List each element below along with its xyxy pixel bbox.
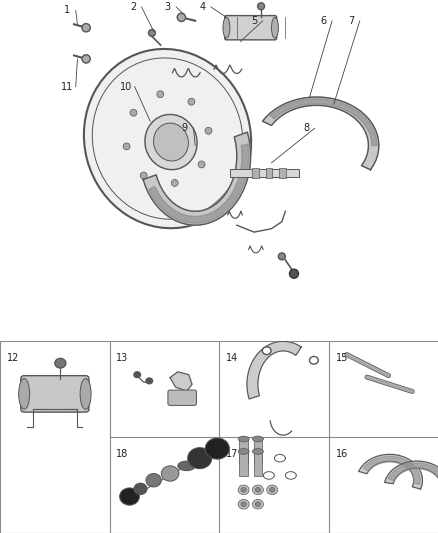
FancyBboxPatch shape: [224, 15, 276, 40]
Text: 10: 10: [120, 82, 132, 92]
Text: 12: 12: [7, 353, 19, 362]
Circle shape: [309, 357, 318, 364]
Circle shape: [278, 253, 285, 260]
Text: 17: 17: [226, 449, 238, 458]
Bar: [230, 169, 299, 177]
Circle shape: [252, 485, 263, 495]
Ellipse shape: [134, 483, 147, 495]
Text: 4: 4: [199, 2, 205, 12]
Circle shape: [254, 487, 260, 492]
Text: 1: 1: [64, 5, 70, 15]
Text: 5: 5: [251, 16, 257, 26]
Ellipse shape: [237, 449, 249, 454]
Ellipse shape: [271, 17, 278, 38]
Ellipse shape: [145, 473, 161, 487]
Circle shape: [134, 372, 140, 377]
Circle shape: [240, 502, 246, 506]
Circle shape: [289, 269, 298, 278]
Bar: [253, 437, 262, 464]
Ellipse shape: [153, 123, 188, 161]
Circle shape: [130, 109, 137, 116]
Text: 13: 13: [116, 353, 128, 362]
Circle shape: [240, 487, 246, 492]
Ellipse shape: [252, 449, 263, 454]
Polygon shape: [143, 132, 250, 225]
Polygon shape: [358, 455, 421, 489]
FancyBboxPatch shape: [167, 390, 196, 406]
Circle shape: [123, 143, 130, 150]
Ellipse shape: [252, 436, 263, 442]
Circle shape: [198, 161, 205, 168]
Ellipse shape: [161, 466, 179, 481]
Polygon shape: [262, 97, 378, 169]
Circle shape: [82, 23, 90, 32]
Circle shape: [187, 98, 194, 105]
Bar: [239, 449, 247, 477]
Text: 15: 15: [335, 353, 347, 362]
Circle shape: [257, 3, 264, 10]
Circle shape: [237, 499, 249, 509]
Text: 2: 2: [130, 2, 136, 12]
Polygon shape: [170, 372, 192, 391]
Text: 7: 7: [347, 16, 353, 26]
Circle shape: [237, 485, 249, 495]
Polygon shape: [269, 99, 376, 146]
Circle shape: [177, 13, 185, 21]
Circle shape: [156, 91, 163, 98]
Circle shape: [140, 172, 147, 179]
Circle shape: [266, 485, 277, 495]
Ellipse shape: [80, 378, 91, 409]
Polygon shape: [384, 461, 438, 491]
Text: 6: 6: [320, 16, 326, 26]
Circle shape: [262, 347, 271, 354]
FancyBboxPatch shape: [21, 376, 88, 412]
Polygon shape: [362, 456, 419, 484]
Polygon shape: [387, 463, 438, 487]
Text: 9: 9: [181, 123, 187, 133]
Ellipse shape: [119, 488, 139, 505]
Circle shape: [145, 378, 152, 384]
Ellipse shape: [84, 49, 251, 228]
Ellipse shape: [187, 448, 211, 469]
Bar: [239, 437, 247, 464]
Bar: [252, 168, 258, 179]
Text: 16: 16: [335, 449, 347, 458]
Ellipse shape: [145, 115, 197, 169]
Bar: [265, 168, 272, 179]
Ellipse shape: [223, 17, 230, 38]
Circle shape: [171, 180, 178, 187]
Bar: [253, 449, 262, 477]
Polygon shape: [148, 144, 248, 223]
Ellipse shape: [18, 378, 29, 409]
Ellipse shape: [177, 461, 195, 471]
Circle shape: [148, 29, 155, 36]
Bar: [279, 168, 285, 179]
Text: 11: 11: [61, 82, 73, 92]
Text: 3: 3: [164, 2, 170, 12]
Ellipse shape: [237, 436, 249, 442]
Circle shape: [252, 499, 263, 509]
Circle shape: [55, 358, 66, 368]
Text: 18: 18: [116, 449, 128, 458]
Text: 8: 8: [302, 123, 308, 133]
Text: 14: 14: [226, 353, 238, 362]
Circle shape: [205, 127, 212, 134]
Circle shape: [254, 502, 260, 506]
Circle shape: [82, 55, 90, 63]
Ellipse shape: [205, 438, 229, 459]
Circle shape: [269, 487, 274, 492]
Polygon shape: [247, 341, 300, 399]
